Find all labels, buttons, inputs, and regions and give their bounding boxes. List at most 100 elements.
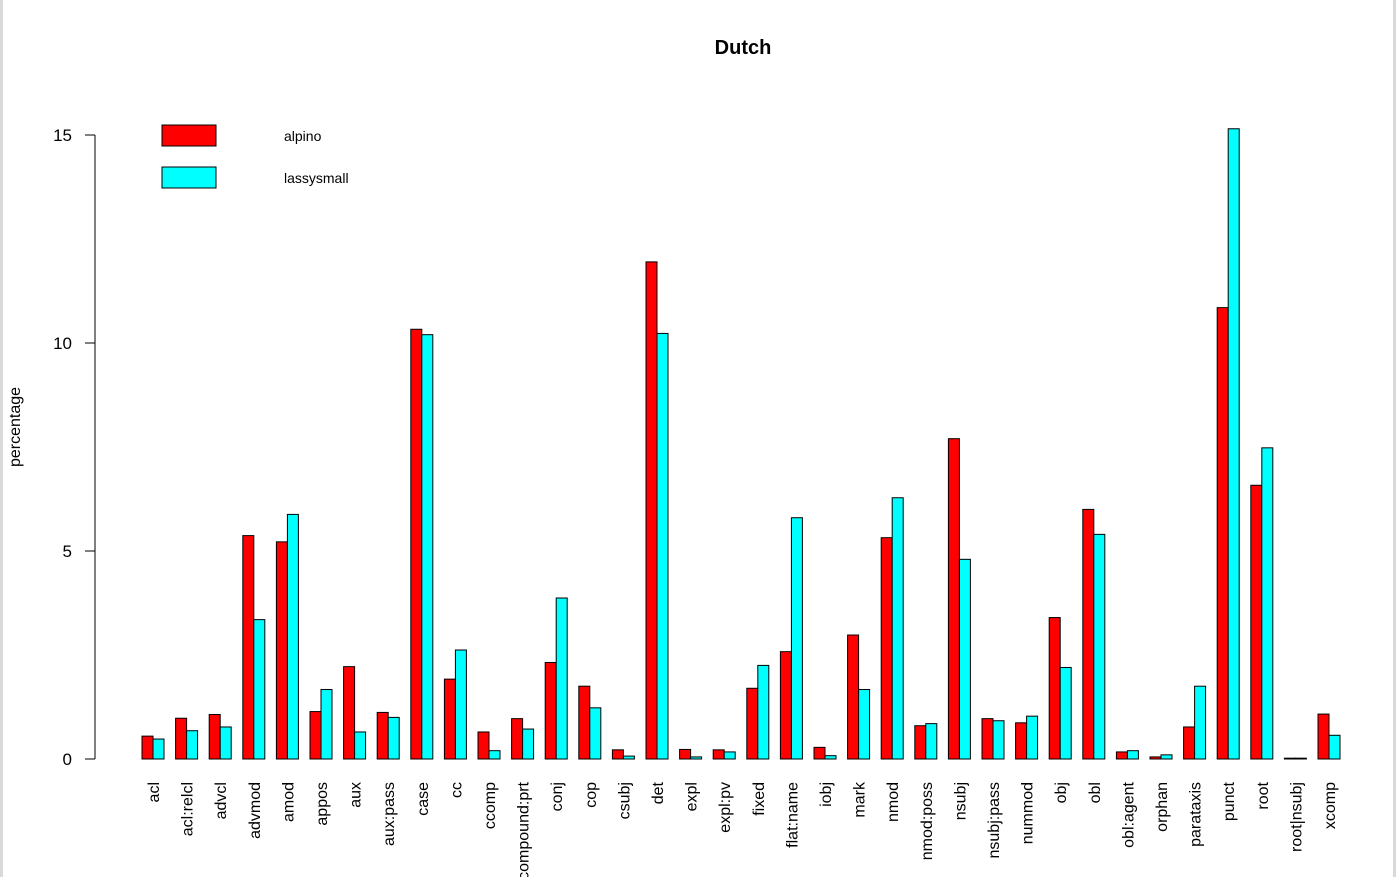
bar-alpino (1216, 307, 1229, 760)
legend-label: alpino (284, 128, 322, 144)
x-tick-label: cop (583, 782, 600, 808)
bar-lassysmall (253, 619, 266, 760)
bar-alpino (578, 685, 591, 760)
bar-alpino (1317, 713, 1330, 760)
bar-lassysmall (522, 728, 535, 760)
bar-lassysmall (790, 517, 803, 760)
y-tick-label: 0 (63, 750, 72, 769)
bar-alpino (309, 711, 322, 760)
x-tick-label: cc (448, 782, 465, 798)
x-tick-label: acl:relcl (180, 782, 197, 836)
x-tick-label: fixed (751, 782, 768, 816)
bar-alpino (208, 713, 221, 760)
x-tick-label: nsubj:pass (986, 782, 1003, 859)
bar-lassysmall (488, 750, 501, 760)
x-tick-label: obj (1053, 782, 1070, 803)
x-tick-label: parataxis (1188, 782, 1205, 847)
bar-lassysmall (656, 332, 669, 760)
bar-alpino (679, 748, 692, 760)
x-tick-label: expl:pv (717, 782, 734, 833)
bar-lassysmall (354, 731, 367, 760)
window-border-left (0, 0, 3, 877)
bar-alpino (242, 535, 255, 760)
bar-alpino (1015, 722, 1028, 760)
y-axis: 0 5 10 15 (53, 126, 96, 769)
bar-alpino (981, 718, 994, 760)
x-tick-label: nmod (885, 782, 902, 822)
bar-lassysmall (555, 597, 568, 760)
x-tick-label: ccomp (482, 782, 499, 829)
bar-alpino (1183, 726, 1196, 760)
bar-lassysmall (1294, 757, 1307, 760)
x-tick-label: aux (348, 782, 365, 808)
bar-alpino (1082, 508, 1095, 760)
bar-alpino (410, 328, 423, 760)
bar-lassysmall (723, 751, 736, 760)
x-tick-label: iobj (818, 782, 835, 807)
bar-lassysmall (1194, 685, 1207, 760)
bar-lassysmall (622, 755, 635, 760)
bar-alpino (746, 687, 759, 760)
bar-lassysmall (1261, 447, 1274, 760)
bar-alpino (1048, 617, 1061, 760)
bar-alpino (376, 711, 389, 760)
y-tick-label: 15 (53, 126, 72, 145)
y-tick-label: 10 (53, 334, 72, 353)
bar-alpino (914, 725, 927, 760)
x-tick-label: advcl (213, 782, 230, 819)
x-tick-label: nummod (1020, 782, 1037, 844)
x-tick-label: root (1255, 781, 1272, 809)
bar-alpino (712, 749, 725, 760)
bar-alpino (1283, 757, 1296, 760)
bar-alpino (779, 651, 792, 760)
bar-lassysmall (992, 720, 1005, 760)
x-tick-label: flat:name (784, 782, 801, 848)
x-tick-label: csubj (616, 782, 633, 819)
x-tick-label: case (415, 782, 432, 816)
bar-alpino (175, 717, 188, 760)
bar-alpino (1149, 756, 1162, 760)
x-tick-label: conj (549, 782, 566, 811)
legend-label: lassysmall (284, 170, 349, 186)
bar-lassysmall (690, 756, 703, 760)
bar-lassysmall (286, 513, 299, 760)
bar-alpino (1115, 751, 1128, 760)
bar-alpino (847, 634, 860, 760)
bar-alpino (443, 678, 456, 760)
bar-lassysmall (1227, 128, 1240, 760)
bar-lassysmall (454, 649, 467, 760)
legend-swatch-lassysmall (161, 166, 217, 189)
bar-alpino (880, 537, 893, 760)
x-tick-label: punct (1221, 781, 1238, 821)
bar-lassysmall (925, 723, 938, 760)
x-tick-label: orphan (1154, 782, 1171, 832)
x-tick-label: root|nsubj (1288, 782, 1305, 852)
bar-lassysmall (589, 707, 602, 760)
bar-lassysmall (891, 497, 904, 760)
bar-lassysmall (958, 558, 971, 760)
bar-lassysmall (186, 730, 199, 760)
bar-alpino (645, 261, 658, 760)
bar-lassysmall (858, 689, 871, 760)
bar-alpino (477, 731, 490, 760)
x-tick-label: nmod:poss (919, 782, 936, 860)
bar-lassysmall (1160, 754, 1173, 760)
x-tick-label: mark (852, 781, 869, 818)
x-tick-label: compound:prt (516, 781, 533, 877)
bar-lassysmall (219, 726, 232, 760)
x-tick-label: amod (280, 782, 297, 822)
bar-alpino (275, 541, 288, 760)
x-tick-label: det (650, 781, 667, 804)
x-tick-label: obl:agent (1120, 781, 1137, 847)
bar-lassysmall (387, 716, 400, 760)
x-tick-label: expl (684, 782, 701, 811)
x-axis-tick-labels: acl acl:relcl advcl advmod amod appos aux aux:p… (146, 781, 1339, 877)
x-tick-label: nsubj (952, 782, 969, 820)
y-axis-label: percentage (7, 387, 24, 467)
x-tick-label: acl (146, 782, 163, 802)
y-tick-label: 5 (63, 542, 72, 561)
bar-lassysmall (421, 334, 434, 760)
bar-alpino (544, 661, 557, 760)
bar-alpino (343, 666, 356, 760)
